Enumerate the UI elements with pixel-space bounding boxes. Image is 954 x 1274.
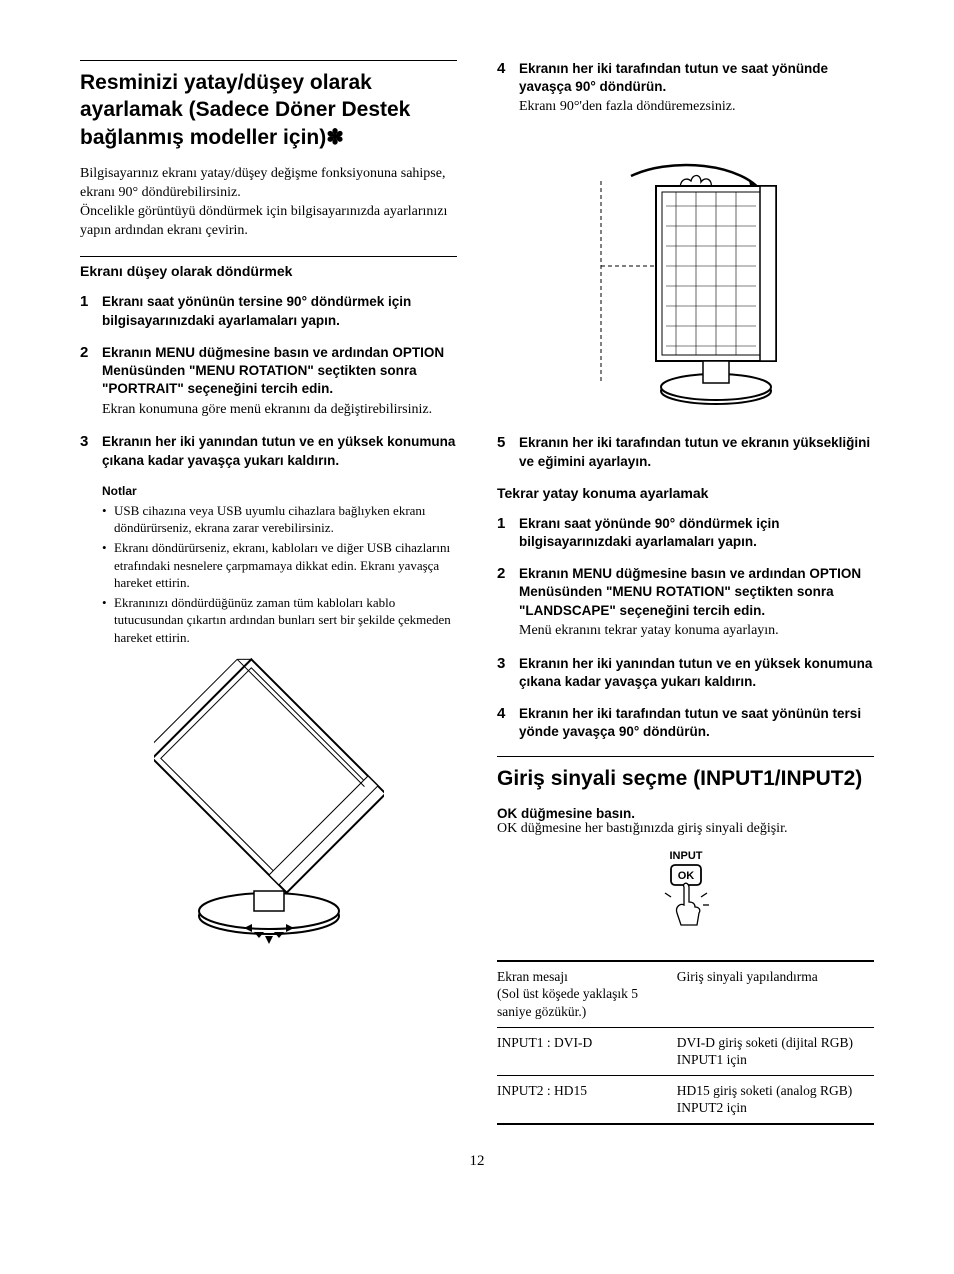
heading-text: Resminizi yatay/düşey olarak ayarlamak (…: [80, 71, 410, 149]
monitor-tilted-icon: [154, 656, 384, 946]
notes-label: Notlar: [102, 484, 457, 498]
section-heading-rotate: Resminizi yatay/düşey olarak ayarlamak (…: [80, 60, 457, 151]
press-block: OK düğmesine basın. OK düğmesine her bas…: [497, 806, 874, 837]
notes-list: USB cihazına veya USB uyumlu cihazlara b…: [102, 502, 457, 646]
signal-table: Ekran mesajı (Sol üst köşede yaklaşık 5 …: [497, 960, 874, 1125]
figure-monitor-tilted: [80, 656, 457, 951]
cell-input1-desc: DVI-D giriş soketi (dijital RGB) INPUT1 …: [677, 1027, 874, 1075]
step-title: Ekranı saat yönünün tersine 90° döndürme…: [102, 293, 457, 329]
intro-line-2: Öncelikle görüntüyü döndürmek için bilgi…: [80, 203, 457, 241]
step-title: Ekranın her iki tarafından tutun ve saat…: [519, 705, 874, 741]
step-number: 2: [80, 344, 102, 420]
step-4: 4 Ekranın her iki tarafından tutun ve sa…: [497, 60, 874, 117]
step-title: Ekranın her iki yanından tutun ve en yük…: [519, 655, 874, 691]
table-header-row: Ekran mesajı (Sol üst köşede yaklaşık 5 …: [497, 961, 874, 1027]
ok-button-icon: INPUT OK: [651, 847, 721, 937]
table-header-config: Giriş sinyali yapılandırma: [677, 961, 874, 1027]
cell-input2-desc: HD15 giriş soketi (analog RGB) INPUT2 iç…: [677, 1075, 874, 1124]
step-number: 1: [497, 515, 519, 551]
steps-list-landscape: 1 Ekranı saat yönünde 90° döndürmek için…: [497, 515, 874, 742]
step-1: 1 Ekranı saat yönünün tersine 90° döndür…: [80, 293, 457, 329]
monitor-rotate-icon: [561, 131, 811, 411]
intro-line-1: Bilgisayarınız ekranı yatay/düşey değişm…: [80, 165, 457, 203]
press-desc: OK düğmesine her bastığınızda giriş siny…: [497, 821, 874, 837]
steps-list-vertical: 1 Ekranı saat yönünün tersine 90° döndür…: [80, 293, 457, 469]
figure-monitor-rotate-hand: [497, 131, 874, 416]
step-desc: Ekranı 90°'den fazla döndüremezsiniz.: [519, 98, 874, 117]
step-number: 3: [497, 655, 519, 691]
step-title: Ekranın MENU düğmesine basın ve ardından…: [102, 344, 457, 399]
subheading-rotate-vertical: Ekranı düşey olarak döndürmek: [80, 256, 457, 279]
step-title: Ekranın her iki tarafından tutun ve saat…: [519, 60, 874, 96]
step-title: Ekranın MENU düğmesine basın ve ardından…: [519, 565, 874, 620]
step-number: 5: [497, 434, 519, 470]
table-header-message: Ekran mesajı (Sol üst köşede yaklaşık 5 …: [497, 961, 677, 1027]
input-label: INPUT: [669, 850, 702, 862]
heading-asterisk: ✽: [326, 126, 344, 149]
step-5: 5 Ekranın her iki tarafından tutun ve ek…: [497, 434, 874, 470]
header-line1: Ekran mesajı: [497, 969, 568, 984]
table-row: INPUT1 : DVI-D DVI-D giriş soketi (dijit…: [497, 1027, 874, 1075]
subheading-return-landscape: Tekrar yatay konuma ayarlamak: [497, 485, 874, 501]
press-bold: OK düğmesine basın.: [497, 806, 874, 821]
step-2: 2 Ekranın MENU düğmesine basın ve ardınd…: [497, 565, 874, 641]
step-title: Ekranın her iki yanından tutun ve en yük…: [102, 433, 457, 469]
page-number: 12: [80, 1153, 874, 1170]
step-title: Ekranı saat yönünde 90° döndürmek için b…: [519, 515, 874, 551]
step-2: 2 Ekranın MENU düğmesine basın ve ardınd…: [80, 344, 457, 420]
cell-input1: INPUT1 : DVI-D: [497, 1027, 677, 1075]
note-item: Ekranınızı döndürdüğünüz zaman tüm kablo…: [102, 594, 457, 647]
step-1: 1 Ekranı saat yönünde 90° döndürmek için…: [497, 515, 874, 551]
table-row: INPUT2 : HD15 HD15 giriş soketi (analog …: [497, 1075, 874, 1124]
step-3: 3 Ekranın her iki yanından tutun ve en y…: [497, 655, 874, 691]
step-number: 4: [497, 60, 519, 117]
step-4: 4 Ekranın her iki tarafından tutun ve sa…: [497, 705, 874, 741]
note-item: Ekranı döndürürseniz, ekranı, kabloları …: [102, 539, 457, 592]
header-line2: (Sol üst köşede yaklaşık 5 saniye gözükü…: [497, 986, 638, 1019]
step-number: 2: [497, 565, 519, 641]
step-number: 3: [80, 433, 102, 469]
step-title: Ekranın her iki tarafından tutun ve ekra…: [519, 434, 874, 470]
step-3: 3 Ekranın her iki yanından tutun ve en y…: [80, 433, 457, 469]
step-number: 4: [497, 705, 519, 741]
note-item: USB cihazına veya USB uyumlu cihazlara b…: [102, 502, 457, 537]
intro-block: Bilgisayarınız ekranı yatay/düşey değişm…: [80, 165, 457, 241]
cell-input2: INPUT2 : HD15: [497, 1075, 677, 1124]
step-desc: Ekran konumuna göre menü ekranını da değ…: [102, 401, 457, 420]
step-number: 1: [80, 293, 102, 329]
step-desc: Menü ekranını tekrar yatay konuma ayarla…: [519, 622, 874, 641]
steps-list-continued-2: 5 Ekranın her iki tarafından tutun ve ek…: [497, 434, 874, 470]
ok-label: OK: [677, 870, 694, 882]
figure-ok-button: INPUT OK: [497, 847, 874, 942]
section-heading-input: Giriş sinyali seçme (INPUT1/INPUT2): [497, 756, 874, 792]
steps-list-continued: 4 Ekranın her iki tarafından tutun ve sa…: [497, 60, 874, 117]
